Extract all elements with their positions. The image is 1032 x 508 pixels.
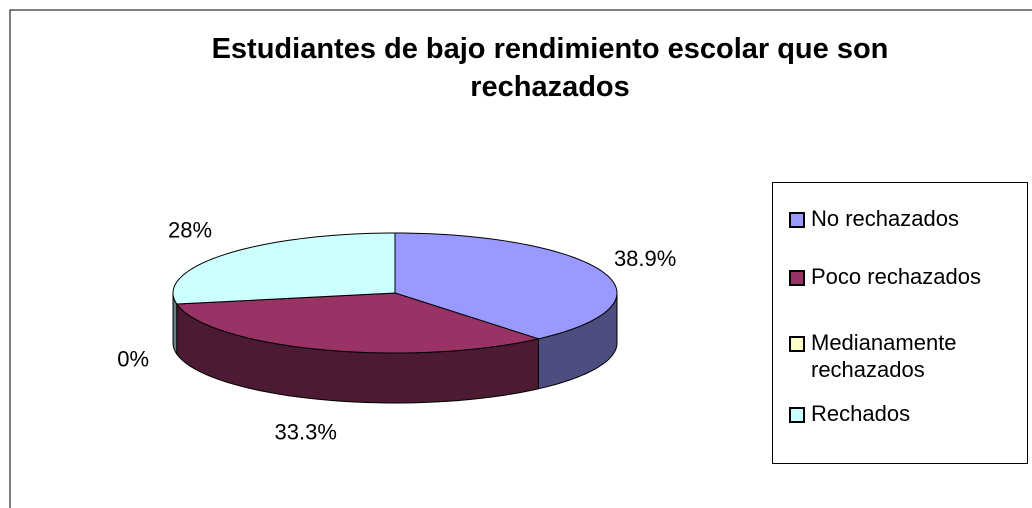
slice [394,232,618,340]
legend: No rechazados Poco rechazados Medianamente… [772,182,1028,464]
legend-swatch [789,270,805,286]
data-label: 28% [168,217,212,242]
legend-swatch [789,336,805,352]
chart-frame [9,9,1032,508]
legend-label: Poco rechazados [811,264,981,289]
data-label: 38.9% [614,246,676,271]
data-label: 0% [117,346,149,371]
legend-label: No rechazados [811,206,959,231]
data-label: 33.3% [275,419,337,444]
legend-label: Medianamente rechazados [811,330,957,382]
slice [175,292,541,354]
slice [172,232,396,305]
chart-title: Estudiantes de bajo rendimiento escolar … [211,33,889,103]
legend-label: Rechados [811,401,911,426]
legend-swatch [789,212,805,228]
legend-swatch [789,407,805,423]
